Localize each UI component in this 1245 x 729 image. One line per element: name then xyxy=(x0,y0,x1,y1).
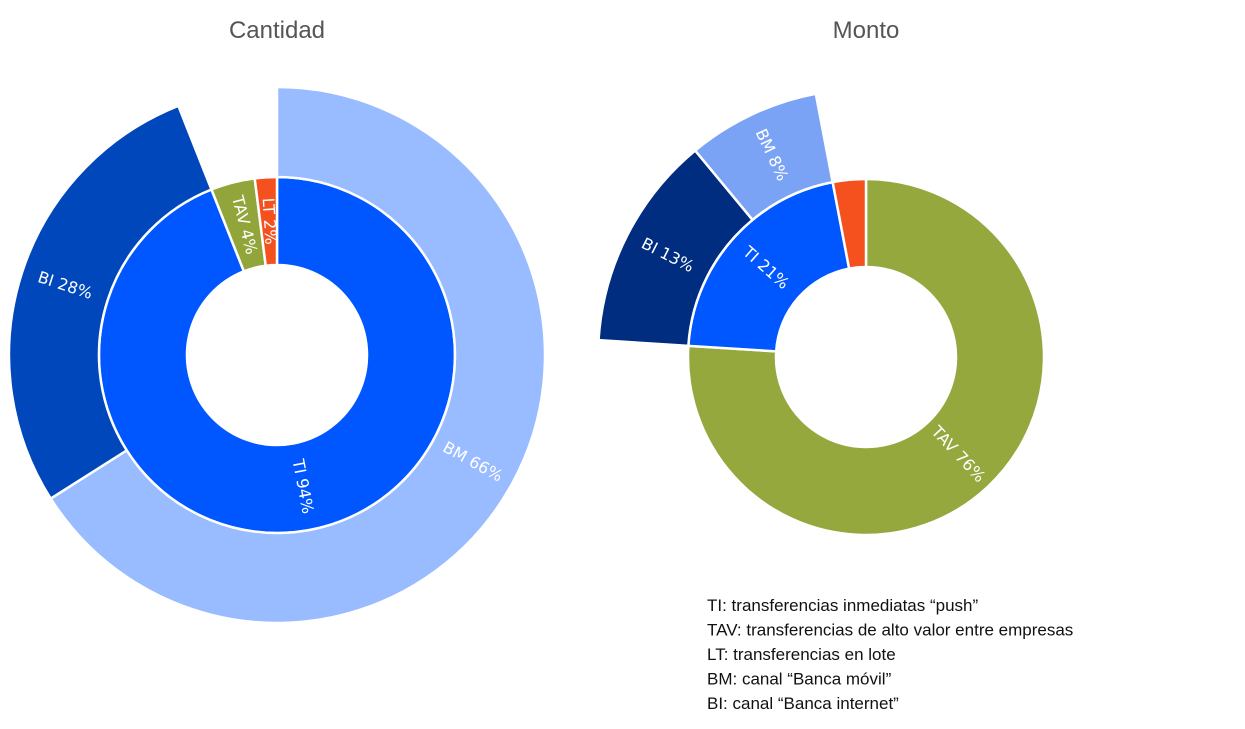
legend-item: TI: transferencias inmediatas “push” xyxy=(707,596,979,615)
legend-item: TAV: transferencias de alto valor entre … xyxy=(707,621,1073,640)
chart-title: Cantidad xyxy=(229,17,325,44)
outer-segment xyxy=(48,85,547,625)
legend-item: BM: canal “Banca móvil” xyxy=(707,670,892,689)
inner-segment xyxy=(831,177,868,271)
legend-item: BI: canal “Banca internet” xyxy=(707,694,899,713)
inner-segment xyxy=(253,175,279,268)
inner-segment xyxy=(686,177,1046,537)
segment-label: LT 2% xyxy=(259,197,281,245)
outer-segment xyxy=(693,92,835,222)
outer-segment xyxy=(7,104,214,501)
chart-title: Monto xyxy=(833,17,900,44)
legend-item: LT: transferencias en lote xyxy=(707,645,896,664)
